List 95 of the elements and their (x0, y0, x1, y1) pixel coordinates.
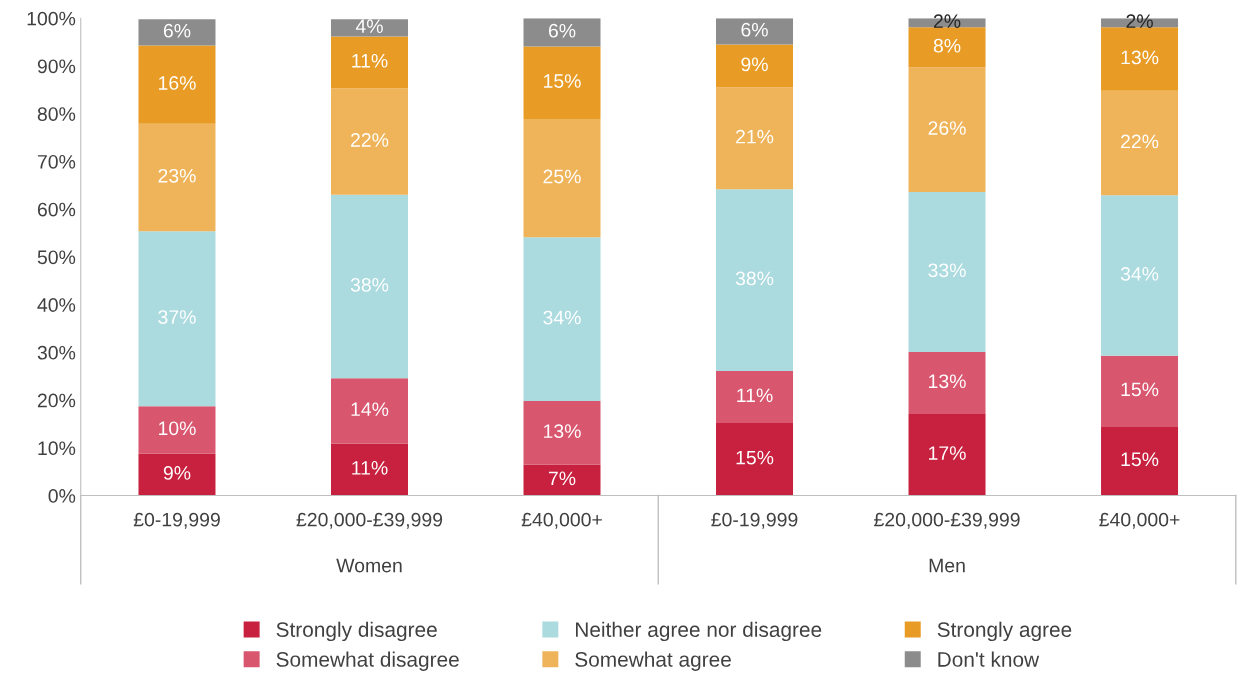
bar (138, 231, 216, 407)
bar (908, 67, 986, 193)
data-label: 21% (736, 129, 774, 144)
bar (1101, 355, 1179, 427)
data-label: 15% (1121, 452, 1159, 467)
bar (330, 443, 408, 496)
bar (716, 87, 794, 190)
data-label: 16% (159, 76, 196, 90)
bar (138, 406, 216, 454)
data-label: 7% (548, 471, 576, 486)
data-label: 26% (928, 121, 966, 135)
bar (330, 19, 408, 37)
data-label: 38% (735, 271, 774, 286)
bar (1101, 195, 1179, 356)
data-label: 34% (1120, 266, 1159, 281)
data-label: 38% (350, 277, 389, 292)
bar (138, 45, 216, 124)
y-tick-label: 50% (37, 250, 76, 265)
x-tick-label: £20,000-£39,999 (296, 512, 443, 529)
data-label: 33% (928, 263, 966, 278)
bar (908, 192, 986, 352)
bar (716, 44, 794, 88)
bar (138, 453, 216, 496)
bar (523, 401, 601, 465)
bar (523, 464, 601, 496)
data-label: 14% (351, 402, 389, 416)
bar (138, 123, 216, 232)
data-label: 4% (355, 19, 383, 33)
bar (1101, 90, 1179, 196)
bar (908, 27, 986, 68)
data-label: 6% (163, 23, 191, 38)
text: Women (336, 558, 402, 573)
bar (330, 194, 408, 379)
bar (330, 88, 408, 195)
bar (330, 36, 408, 89)
x-tick-label: £40,000+ (521, 512, 602, 529)
legend-label: Somewhat disagree (276, 651, 459, 671)
data-label: 15% (736, 450, 774, 465)
y-tick-label: 40% (37, 298, 76, 312)
y-tick-label: 0% (48, 489, 76, 503)
data-label: 11% (352, 53, 388, 68)
data-label: 2% (933, 14, 961, 28)
data-label: 34% (543, 310, 581, 325)
bar (1101, 27, 1179, 91)
bar (523, 118, 601, 238)
y-tick-label: 20% (37, 393, 76, 408)
bar (330, 378, 408, 444)
data-label: 37% (158, 310, 196, 324)
bar (523, 237, 601, 402)
text: Men (929, 558, 965, 573)
data-label: 25% (543, 169, 581, 184)
y-tick-label: 10% (38, 441, 76, 456)
bar (1101, 426, 1179, 496)
data-label: 13% (929, 374, 966, 389)
legend-label: Don't know (938, 651, 1040, 667)
data-label: 8% (933, 38, 961, 53)
data-label: 17% (929, 446, 966, 460)
data-label: 15% (544, 74, 581, 88)
data-label: 11% (352, 461, 388, 475)
data-label: 6% (741, 22, 768, 37)
legend-label: Neither agree nor disagree (576, 621, 822, 642)
data-label: 15% (1121, 382, 1159, 397)
x-tick-label: £20,000-£39,999 (874, 512, 1020, 529)
legend-label: Strongly disagree (276, 621, 437, 642)
bar (523, 18, 601, 47)
y-tick-label: 80% (37, 107, 76, 121)
legend-label: Somewhat agree (575, 651, 731, 671)
data-label: 23% (158, 168, 196, 183)
data-label: 9% (163, 466, 191, 480)
data-label: 13% (544, 424, 581, 439)
data-label: 22% (1121, 134, 1159, 149)
y-tick-label: 70% (37, 154, 76, 169)
bar (716, 18, 794, 45)
x-tick-label: £0-19,999 (133, 512, 220, 529)
x-tick-label: £40,000+ (1099, 512, 1180, 529)
y-tick-label: 30% (37, 345, 76, 360)
bar (716, 423, 794, 496)
y-tick-label: 90% (37, 59, 76, 74)
data-label: 22% (351, 133, 389, 147)
x-tick-label: £0-19,999 (711, 512, 798, 529)
data-label: 13% (1121, 50, 1159, 65)
data-label: 9% (741, 57, 768, 72)
bar (716, 370, 794, 424)
bar (716, 189, 794, 371)
bar (908, 351, 986, 414)
data-label: 10% (159, 421, 196, 436)
bar (523, 46, 601, 119)
bar (908, 413, 986, 496)
legend-label: Strongly agree (937, 621, 1072, 642)
data-label: 2% (1126, 14, 1153, 28)
data-label: 6% (548, 23, 576, 38)
data-label: 11% (737, 388, 773, 403)
bar (138, 19, 216, 46)
y-tick-label: 60% (37, 202, 76, 217)
y-tick-label: 100% (27, 11, 76, 26)
